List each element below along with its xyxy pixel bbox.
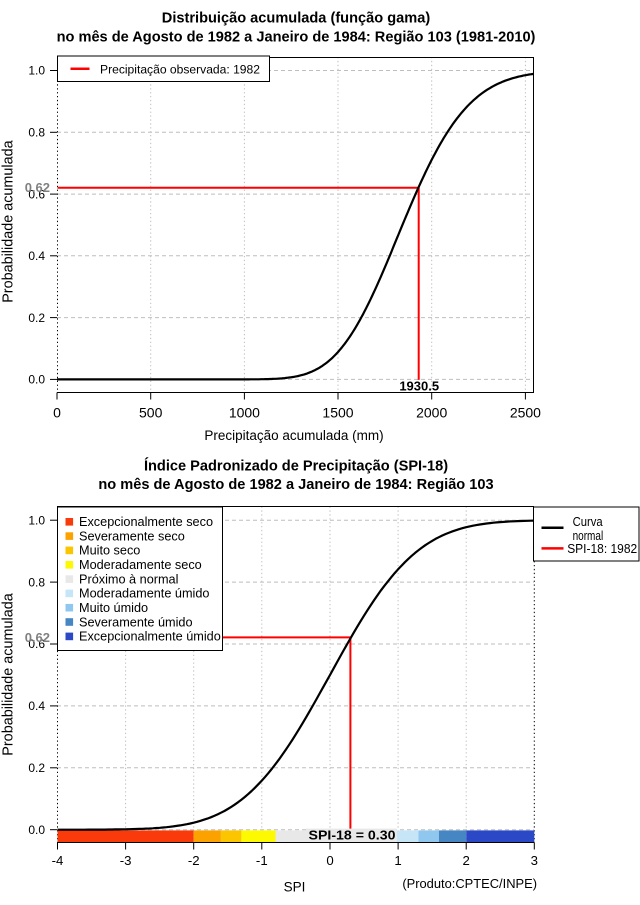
svg-text:SPI: SPI [284,880,306,895]
svg-text:Moderadamente seco: Moderadamente seco [79,558,202,572]
svg-text:-4: -4 [52,853,64,868]
svg-text:2500: 2500 [510,405,541,421]
svg-text:-2: -2 [188,853,200,868]
svg-text:0.2: 0.2 [28,761,45,775]
svg-text:Índice Padronizado de Precipit: Índice Padronizado de Precipitação (SPI-… [144,458,448,475]
svg-text:3: 3 [531,853,538,868]
svg-text:Precipitação acumulada (mm): Precipitação acumulada (mm) [204,428,383,443]
svg-text:(Produto:CPTEC/INPE): (Produto:CPTEC/INPE) [402,876,537,891]
svg-text:0.8: 0.8 [28,126,45,140]
svg-text:0.8: 0.8 [28,575,45,589]
svg-text:1.0: 1.0 [28,513,45,527]
svg-text:0: 0 [326,853,333,868]
svg-text:0.6: 0.6 [28,637,45,651]
svg-text:SPI-18: 1982: SPI-18: 1982 [567,542,637,556]
svg-text:no mês de Agosto de 1982 a Jan: no mês de Agosto de 1982 a Janeiro de 19… [57,29,536,45]
svg-text:Excepcionalmente seco: Excepcionalmente seco [79,515,213,529]
svg-text:0.2: 0.2 [28,311,45,325]
svg-text:0.4: 0.4 [28,699,45,713]
svg-text:500: 500 [139,405,163,421]
svg-text:0.62: 0.62 [25,180,50,195]
svg-text:-3: -3 [120,853,132,868]
svg-text:0.0: 0.0 [28,823,45,837]
svg-text:Curva: Curva [573,515,603,529]
svg-text:Distribuição acumulada (função: Distribuição acumulada (função gama) [162,11,431,27]
svg-text:0.0: 0.0 [28,373,45,387]
svg-text:Precipitação observada: 1982: Precipitação observada: 1982 [100,62,260,76]
svg-text:0: 0 [53,405,61,421]
svg-text:SPI-18 = 0.30: SPI-18 = 0.30 [309,827,396,842]
svg-text:Probabilidade acumulada: Probabilidade acumulada [1,593,17,755]
svg-text:Probabilidade acumulada: Probabilidade acumulada [1,140,17,302]
svg-text:Próximo à normal: Próximo à normal [79,572,178,586]
svg-text:Excepcionalmente úmido: Excepcionalmente úmido [79,630,221,644]
svg-text:Muito úmido: Muito úmido [79,601,148,615]
svg-text:0.6: 0.6 [28,187,45,201]
svg-text:1: 1 [394,853,401,868]
svg-text:Moderadamente úmido: Moderadamente úmido [79,587,209,601]
svg-text:1930.5: 1930.5 [399,379,439,394]
svg-text:1.0: 1.0 [28,64,45,78]
svg-text:1500: 1500 [322,405,353,421]
svg-text:0.62: 0.62 [25,630,50,645]
svg-text:Severamente seco: Severamente seco [79,529,185,543]
svg-text:1000: 1000 [229,405,260,421]
svg-text:0.4: 0.4 [28,249,45,263]
svg-text:Severamente úmido: Severamente úmido [79,615,193,629]
svg-text:normal: normal [573,529,604,543]
svg-text:2000: 2000 [416,405,447,421]
svg-text:no mês de Agosto de 1982 a Jan: no mês de Agosto de 1982 a Janeiro de 19… [98,477,493,493]
svg-text:-1: -1 [256,853,268,868]
svg-text:Muito seco: Muito seco [79,544,140,558]
svg-text:2: 2 [463,853,470,868]
